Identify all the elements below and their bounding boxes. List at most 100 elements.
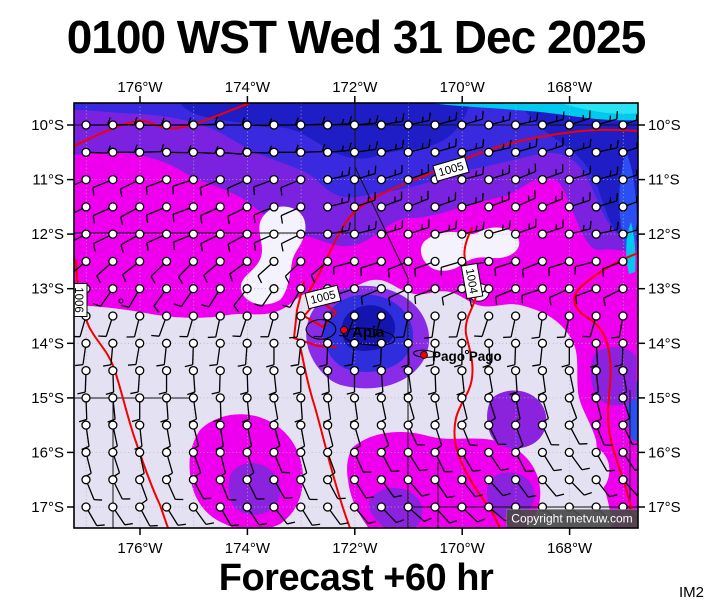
wind-barb [161, 502, 186, 526]
station-circle [564, 447, 574, 458]
station-circle [322, 338, 333, 348]
barb-tick [200, 243, 204, 252]
barb-tick [237, 364, 246, 367]
wind-barb [537, 420, 560, 446]
wind-barb [618, 169, 638, 185]
barb-tick [78, 418, 87, 423]
wind-barb [388, 284, 413, 306]
wind-barb [77, 365, 91, 395]
wind-barb [200, 229, 225, 252]
barb-shaft [358, 122, 376, 126]
station-circle [430, 420, 440, 430]
barb-shaft [254, 235, 271, 244]
wind-barb [108, 447, 121, 478]
station-circle [618, 420, 628, 430]
barb-shaft [300, 402, 303, 420]
barb-shaft [172, 180, 190, 187]
barb-shaft [456, 319, 462, 338]
station-circle [484, 502, 494, 512]
wind-barb [296, 420, 306, 451]
wind-barb [280, 229, 306, 252]
barb-shaft [114, 510, 126, 526]
station-circle [376, 202, 387, 212]
station-circle [403, 120, 413, 130]
barb-tick [280, 187, 283, 196]
wind-barb [130, 365, 145, 395]
station-circle [322, 475, 333, 485]
wind-barb [269, 117, 299, 130]
wind-barb [81, 145, 112, 157]
rain-cyan-right-sliver [626, 222, 636, 274]
wind-barb [346, 365, 360, 395]
station-circle [188, 502, 199, 512]
station-circle [108, 147, 118, 157]
barb-shaft [251, 124, 269, 127]
station-circle [322, 120, 333, 130]
station-circle [269, 311, 279, 321]
wind-barb [430, 111, 458, 130]
wind-barb [537, 219, 564, 239]
barb-tick [282, 304, 291, 308]
station-circle [81, 475, 91, 485]
wind-barb [509, 365, 521, 396]
barb-tick [96, 275, 102, 284]
wind-barb [156, 338, 172, 367]
station-circle [591, 447, 601, 458]
station-circle [242, 147, 252, 157]
station-circle [430, 502, 440, 512]
barb-tick [145, 214, 149, 223]
barb-tick [203, 274, 208, 283]
station-circle [376, 447, 387, 458]
barb-tick [284, 496, 293, 499]
barb-shaft [571, 455, 583, 471]
barb-shaft [597, 455, 608, 472]
wind-barb [510, 163, 537, 185]
station-circle [296, 393, 306, 403]
wind-barb [242, 118, 273, 130]
station-circle [81, 120, 91, 130]
station-circle [591, 475, 601, 485]
barb-shaft [354, 401, 359, 420]
barb-shaft [488, 374, 494, 392]
wind-barb [241, 393, 252, 423]
isobar-label-box [74, 283, 88, 317]
wind-barb [564, 393, 578, 424]
wind-barb [280, 202, 306, 224]
barb-tick [153, 305, 160, 313]
wind-barb [92, 202, 118, 224]
wind-barb [401, 338, 413, 368]
barb-shaft [193, 401, 198, 420]
wind-barb [215, 475, 237, 501]
station-circle [618, 284, 628, 294]
barb-tick [606, 469, 615, 472]
station-circle [537, 475, 548, 485]
station-circle [564, 420, 574, 430]
barb-shaft [412, 146, 430, 152]
barb-tick [106, 117, 111, 126]
station-circle [403, 447, 413, 458]
wind-barb [321, 365, 333, 396]
barb-shaft [491, 482, 504, 497]
wind-barb [81, 502, 105, 527]
station-circle [322, 365, 333, 376]
barb-tick-2 [609, 143, 612, 150]
wind-barb [574, 256, 601, 275]
barb-tick [230, 524, 240, 527]
barb-tick [121, 304, 130, 308]
savaii-coastline [305, 319, 337, 340]
barb-tick [92, 215, 96, 224]
station-circle [430, 475, 440, 485]
wind-barb [253, 174, 279, 195]
wind-barb [589, 338, 601, 368]
station-circle [564, 229, 574, 239]
station-circle [618, 147, 628, 157]
barb-shaft [85, 402, 88, 420]
station-circle [618, 338, 628, 348]
station-circle [376, 174, 387, 185]
barb-shaft [410, 482, 423, 497]
lon-label-top: 176°W [117, 79, 163, 96]
station-circle [537, 147, 548, 157]
station-circle [161, 284, 172, 294]
barb-shaft [595, 374, 600, 393]
barb-shaft [462, 428, 471, 446]
